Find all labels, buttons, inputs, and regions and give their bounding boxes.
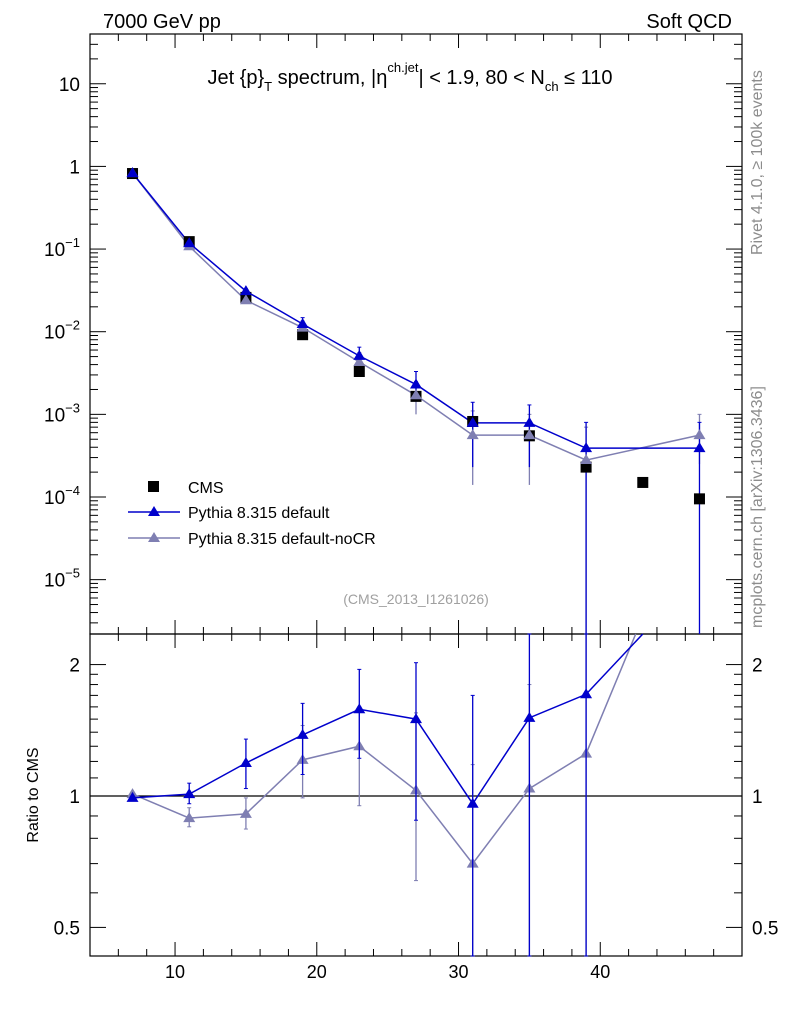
y-tick-label-ratio-left: 0.5	[54, 918, 80, 939]
main-nocr-point	[693, 429, 706, 440]
legend: CMS Pythia 8.315 default Pythia 8.315 de…	[128, 480, 376, 548]
y-tick-label-main: 10	[59, 75, 80, 96]
main-default-point	[296, 317, 309, 328]
header-right: Soft QCD	[646, 11, 732, 33]
legend-nocr-label: Pythia 8.315 default-noCR	[188, 531, 376, 548]
ratio-nocr-line	[132, 633, 637, 865]
main-cms-point	[693, 493, 705, 505]
main-panel-marks	[126, 167, 706, 634]
main-nocr-line	[131, 172, 700, 461]
main-default-point	[410, 378, 422, 389]
legend-cms-marker	[148, 481, 159, 492]
main-default-point	[183, 237, 196, 248]
x-tick-label: 40	[590, 962, 610, 982]
y-tick-label-ratio-left: 2	[69, 656, 80, 677]
main-nocr-point	[523, 429, 536, 440]
ratio-panel-marks	[90, 633, 742, 957]
y-tick-label-ratio-right: 2	[752, 656, 763, 677]
rivet-version-label: Rivet 4.1.0, ≥ 100k events	[749, 70, 766, 255]
y-tick-label-main: 1	[69, 157, 80, 178]
main-cms-point	[580, 461, 592, 473]
ratio-default-line	[132, 633, 644, 806]
ratio-default-point	[296, 728, 309, 739]
main-nocr-point	[466, 429, 479, 440]
main-nocr-point	[239, 294, 252, 305]
y-tick-label-main: 10−3	[44, 400, 80, 426]
y-tick-label-main: 10−4	[44, 483, 80, 509]
ratio-nocr-point	[183, 812, 196, 823]
legend-nocr-marker	[148, 532, 160, 542]
x-tick-label: 20	[307, 962, 327, 982]
analysis-id: (CMS_2013_I1261026)	[343, 591, 489, 607]
legend-default-label: Pythia 8.315 default	[188, 505, 330, 522]
main-default-point	[466, 416, 479, 427]
main-nocr-point	[580, 454, 593, 465]
ratio-default-point	[183, 788, 196, 799]
ratio-default-point	[126, 791, 139, 802]
ratio-default-point	[466, 797, 479, 808]
y-tick-label-main: 10−2	[44, 318, 80, 344]
main-nocr-point	[353, 355, 366, 366]
ratio-panel-frame	[89, 633, 743, 957]
main-default-line	[131, 172, 700, 449]
main-cms-point	[353, 366, 365, 377]
y-tick-label-main: 10−5	[44, 566, 80, 592]
ratio-y-label: Ratio to CMS	[25, 747, 42, 842]
header-left: 7000 GeV pp	[103, 11, 221, 33]
y-tick-label-main: 10−1	[44, 235, 80, 261]
ratio-nocr-point	[239, 807, 252, 818]
legend-default-marker	[148, 506, 160, 516]
legend-cms-label: CMS	[188, 480, 224, 497]
y-tick-label-ratio-left: 1	[69, 787, 80, 808]
main-default-point	[693, 442, 706, 453]
main-default-point	[580, 442, 593, 453]
main-cms-point	[297, 329, 309, 341]
y-tick-label-ratio-right: 1	[752, 787, 763, 808]
x-tick-label: 10	[165, 962, 185, 982]
ratio-default-point	[239, 757, 252, 768]
ratio-default-point	[353, 703, 366, 714]
main-cms-point	[637, 476, 649, 488]
main-default-point	[239, 285, 252, 296]
ratio-default-point	[523, 711, 536, 722]
main-default-point	[353, 349, 366, 360]
x-tick-label: 30	[449, 962, 469, 982]
ratio-default-point	[410, 713, 422, 724]
axes: 10 20 30 40 10−5 10−4 10−3 10−2 10−1 1 10 0.5 0.5 1 1 2…	[44, 33, 778, 982]
plot-title: Jet {p}T spectrum, |ηch.jet| < 1.9, 80 <…	[207, 60, 612, 94]
mcplots-source-label: mcplots.cern.ch [arXiv:1306.3436]	[749, 386, 766, 628]
main-default-point	[523, 416, 536, 427]
y-tick-label-ratio-right: 0.5	[752, 918, 778, 939]
main-default-point	[126, 167, 139, 178]
main-nocr-point	[410, 389, 422, 400]
ratio-default-point	[580, 688, 593, 699]
